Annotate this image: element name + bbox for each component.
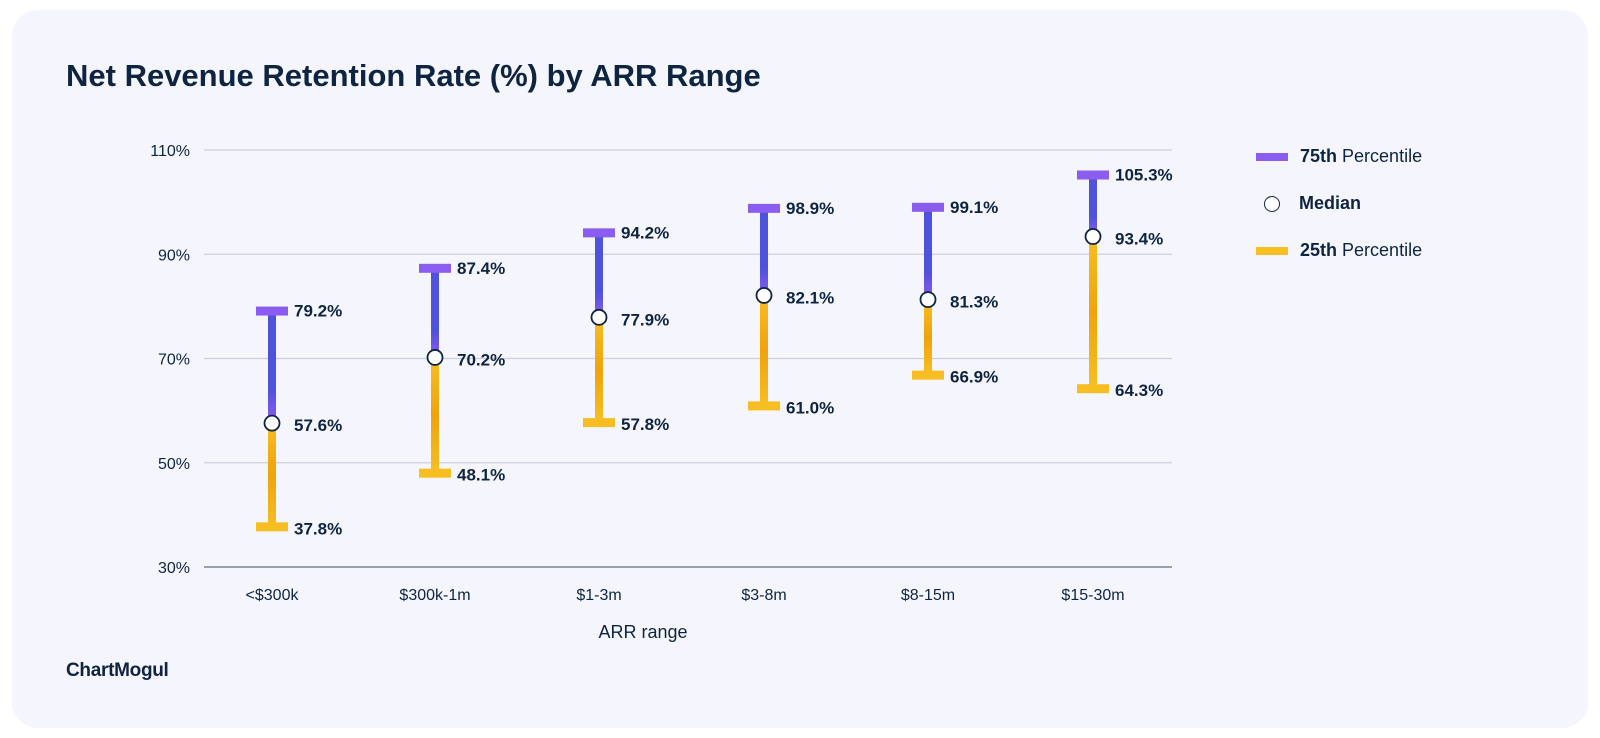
chart-title: Net Revenue Retention Rate (%) by ARR Ra… [66,58,761,93]
x-tick-label: $1-3m [576,587,621,604]
p75-range-bar [1089,174,1097,237]
p75-data-label: 99.1% [950,198,998,217]
p75-cap [419,263,451,273]
p25-data-label: 48.1% [457,466,505,485]
p75-range-bar [431,267,439,358]
p75-cap [1077,170,1109,180]
p75-data-label: 105.3% [1115,165,1173,184]
p75-range-bar [924,206,932,300]
p25-data-label: 37.8% [294,519,342,538]
p75-cap [256,306,288,316]
legend-item-p25[interactable]: 25th Percentile [1256,240,1422,261]
legend-p75-rest: Percentile [1342,146,1423,166]
x-tick-label: $3-8m [741,587,786,604]
x-tick-label: $300k-1m [399,587,470,604]
median-point [263,414,281,432]
y-tick-label: 110% [150,143,190,160]
legend-p25-bold: 25th [1300,240,1338,260]
x-axis-label: ARR range [598,622,687,642]
x-tick-label: $15-30m [1061,587,1124,604]
legend-swatch-p75 [1256,152,1288,161]
p75-data-label: 94.2% [621,223,669,242]
p75-cap [583,228,615,238]
y-tick-label: 30% [158,560,190,577]
median-point [1084,228,1102,245]
y-tick-label: 90% [158,247,190,264]
median-point [755,287,773,304]
median-data-label: 93.4% [1115,230,1163,249]
p75-range-bar [760,207,768,296]
p75-data-label: 87.4% [457,259,505,278]
p25-range-bar [1089,236,1097,389]
p75-data-label: 98.9% [786,199,834,218]
x-tick-label: <$300k [246,587,300,604]
median-data-label: 57.6% [294,416,342,435]
p75-cap [912,202,944,212]
p25-cap [748,401,780,411]
p25-data-label: 64.3% [1115,381,1163,400]
p25-data-label: 66.9% [950,368,998,387]
p75-range-bar [595,232,603,318]
p75-cap [748,203,780,213]
p75-data-label: 79.2% [294,302,342,321]
p25-range-bar [268,423,276,527]
chartmogul-logo: ChartMogul [66,660,169,681]
median-point [919,291,937,308]
median-point [590,308,608,326]
legend-item-p75[interactable]: 75th Percentile [1256,146,1422,167]
legend-p25-rest: Percentile [1342,240,1423,260]
p25-cap [256,522,288,532]
p25-range-bar [431,357,439,473]
p25-range-bar [924,299,932,375]
p25-cap [419,468,451,478]
y-tick-label: 70% [158,352,190,369]
legend-p75-bold: 75th [1300,146,1338,166]
p75-range-bar [268,310,276,424]
p25-data-label: 61.0% [786,398,834,417]
y-tick-label: 50% [158,456,190,473]
p25-data-label: 57.8% [621,415,669,434]
median-data-label: 70.2% [457,350,505,369]
median-point [426,349,444,366]
p25-cap [912,370,944,380]
legend-median-label: Median [1299,193,1362,213]
p25-range-bar [760,295,768,406]
median-data-label: 82.1% [786,288,834,307]
legend-median-marker [1264,195,1280,212]
p25-cap [1077,384,1109,394]
p25-range-bar [595,317,603,423]
median-data-label: 81.3% [950,293,998,312]
legend-swatch-p25 [1256,246,1288,255]
x-tick-label: $8-15m [901,587,955,604]
legend-item-median[interactable]: Median [1256,193,1361,214]
p25-cap [583,418,615,428]
median-data-label: 77.9% [621,310,669,329]
